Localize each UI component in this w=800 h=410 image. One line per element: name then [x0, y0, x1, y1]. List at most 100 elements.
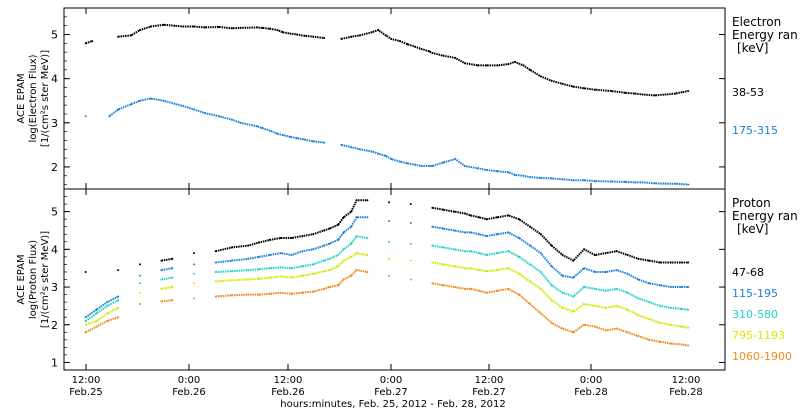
data-point	[539, 75, 542, 78]
data-point	[641, 181, 644, 184]
data-point	[641, 93, 644, 96]
data-point	[279, 291, 282, 294]
data-point	[342, 216, 345, 219]
data-point	[583, 179, 586, 182]
data-point	[258, 268, 260, 271]
data-point	[301, 235, 304, 238]
data-point	[518, 255, 521, 258]
data-point	[409, 203, 412, 206]
data-point	[301, 291, 304, 294]
data-point	[398, 160, 401, 163]
data-point	[478, 252, 480, 255]
data-point	[572, 331, 575, 334]
data-point	[312, 233, 315, 236]
data-point	[328, 269, 331, 272]
data-point	[409, 259, 412, 262]
data-point	[572, 295, 575, 298]
data-point	[496, 289, 499, 292]
data-point	[149, 97, 152, 100]
data-point	[637, 257, 640, 260]
data-point	[604, 306, 607, 309]
y-axis-label: log(Proton Flux)	[28, 240, 39, 319]
data-point	[117, 269, 120, 272]
data-point	[281, 134, 284, 137]
data-point	[406, 162, 409, 165]
data-point	[366, 237, 369, 239]
data-point	[664, 93, 667, 96]
series-line	[85, 306, 119, 326]
data-point	[680, 91, 683, 94]
data-point	[312, 248, 315, 251]
data-point	[518, 218, 521, 221]
data-point	[626, 254, 629, 256]
data-point	[290, 267, 293, 270]
data-point	[130, 34, 133, 37]
data-point	[323, 37, 326, 39]
data-point	[350, 274, 353, 277]
data-point	[615, 327, 618, 330]
data-point	[160, 278, 163, 281]
data-point	[231, 270, 233, 273]
y-axis-label: [1/(cm²s ster MeV)]	[40, 50, 51, 147]
data-point	[138, 263, 141, 266]
data-point	[337, 254, 340, 256]
data-point	[247, 244, 250, 247]
data-point	[84, 331, 87, 334]
data-point	[669, 323, 672, 326]
data-point	[214, 250, 217, 253]
data-point	[117, 295, 120, 298]
data-point	[674, 92, 677, 95]
data-point	[648, 282, 651, 285]
data-point	[680, 343, 683, 346]
series-310-580	[84, 235, 690, 322]
data-point	[258, 255, 260, 258]
data-point	[106, 301, 109, 304]
x-tick-label-time: 12:00	[274, 375, 303, 386]
data-point	[529, 244, 531, 247]
series-line	[432, 282, 689, 347]
data-point	[296, 33, 298, 36]
data-point	[453, 210, 456, 213]
data-point	[507, 287, 510, 290]
data-point	[615, 250, 618, 253]
data-point	[594, 271, 596, 273]
data-point	[203, 26, 206, 29]
data-point	[281, 31, 284, 34]
data-point	[572, 259, 575, 262]
data-point	[84, 320, 87, 322]
x-tick-label-date: Feb.28	[574, 387, 608, 398]
data-point	[478, 269, 480, 272]
data-point	[247, 257, 250, 260]
data-point	[594, 287, 596, 290]
data-point	[485, 254, 488, 256]
data-point	[323, 259, 326, 262]
data-point	[160, 269, 163, 272]
series-line	[341, 28, 689, 97]
data-point	[669, 342, 672, 345]
data-point	[594, 180, 596, 183]
series-1060-1900	[84, 269, 690, 347]
data-point	[637, 297, 640, 300]
data-point	[469, 214, 472, 217]
data-point	[323, 141, 326, 144]
data-point	[507, 231, 510, 234]
x-tick-label-time: 12:00	[72, 375, 101, 386]
data-point	[687, 90, 690, 92]
data-point	[340, 143, 343, 146]
data-point	[303, 138, 306, 141]
data-point	[117, 299, 120, 302]
y-tick-label: 3	[51, 117, 58, 130]
data-point	[659, 321, 661, 324]
data-point	[496, 170, 499, 173]
y-tick-label: 3	[51, 281, 58, 294]
series-115-195	[84, 216, 690, 319]
data-point	[496, 64, 499, 67]
data-point	[637, 278, 640, 281]
data-point	[84, 316, 87, 319]
data-point	[420, 165, 423, 167]
y-tick-label: 4	[51, 73, 58, 86]
data-point	[478, 233, 480, 236]
data-point	[648, 338, 651, 341]
data-point	[409, 242, 412, 245]
data-point	[550, 321, 553, 324]
